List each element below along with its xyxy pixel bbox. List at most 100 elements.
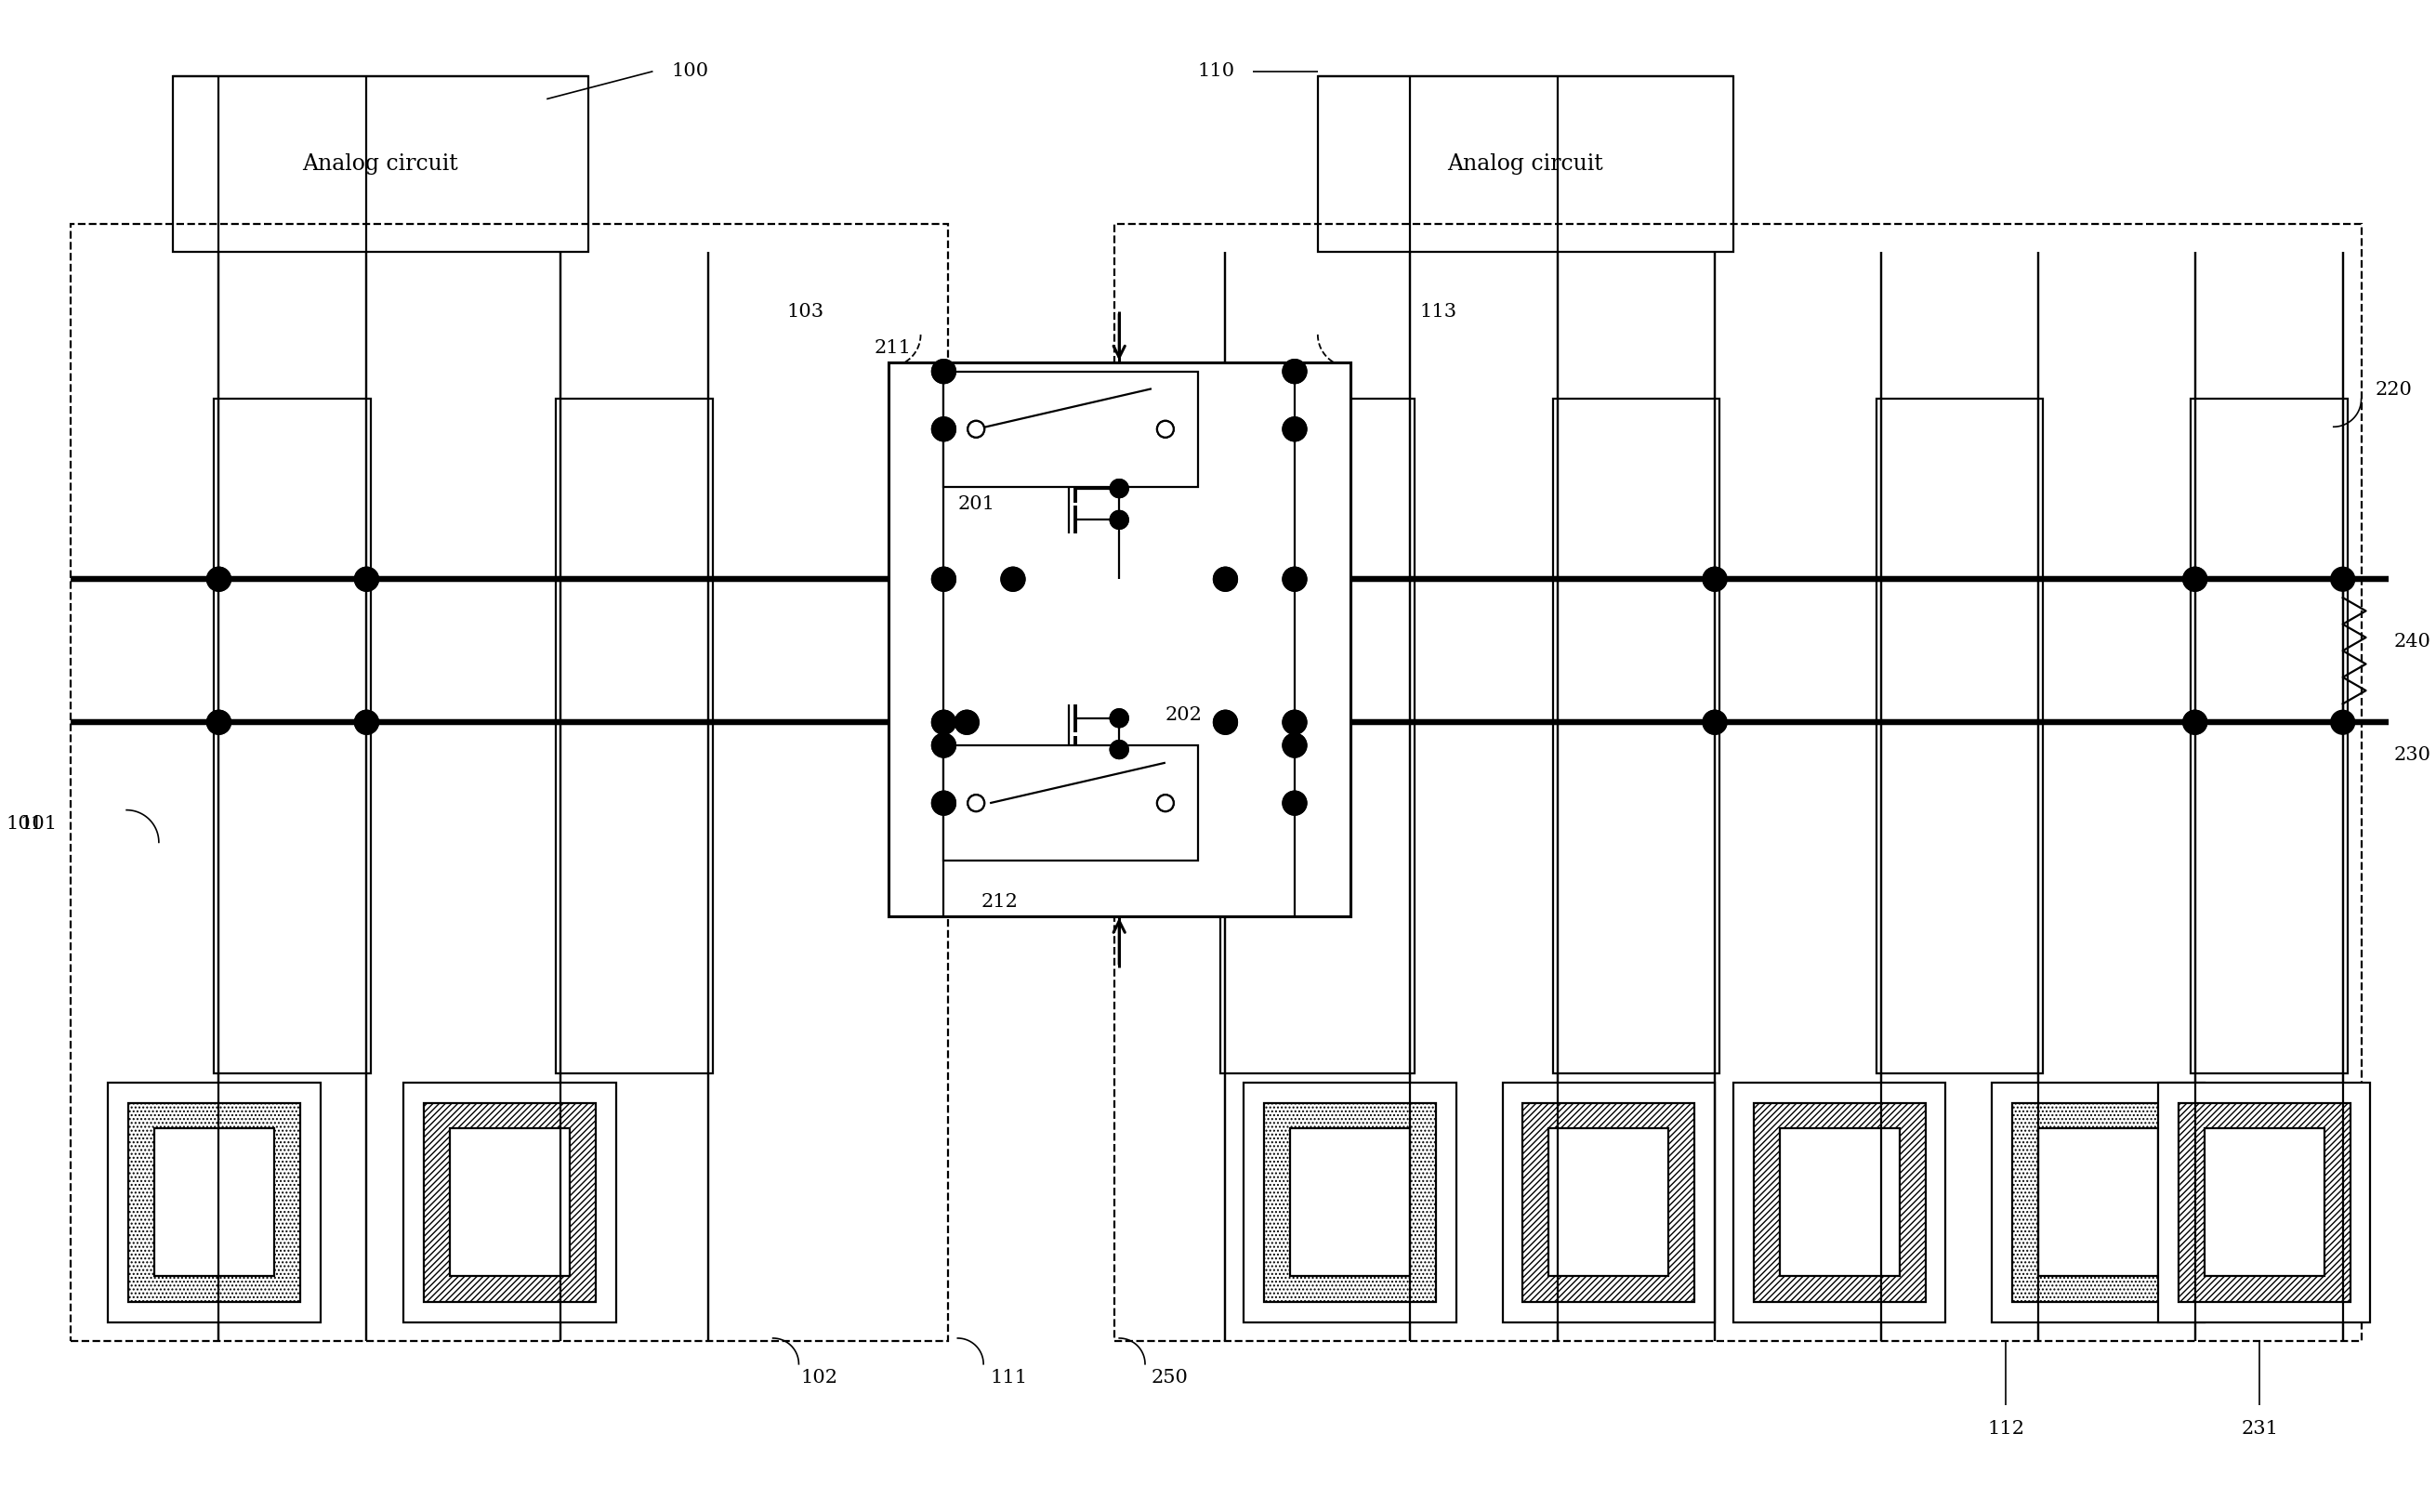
Bar <box>1291 1128 1410 1276</box>
Bar <box>1245 1083 1457 1323</box>
Text: 112: 112 <box>1988 1420 2024 1438</box>
Circle shape <box>1111 511 1128 529</box>
Bar <box>1264 1102 1435 1302</box>
Bar <box>2178 1102 2351 1302</box>
Circle shape <box>1284 733 1306 758</box>
Circle shape <box>1284 417 1306 442</box>
Bar <box>1554 399 1720 1074</box>
Circle shape <box>1157 420 1174 437</box>
Text: 103: 103 <box>787 302 823 321</box>
Bar <box>1220 399 1415 1074</box>
Circle shape <box>356 711 378 735</box>
Circle shape <box>1703 711 1727 735</box>
Circle shape <box>1213 567 1237 591</box>
Circle shape <box>2331 567 2356 591</box>
Circle shape <box>931 567 955 591</box>
Circle shape <box>356 567 378 591</box>
Circle shape <box>1213 567 1237 591</box>
Circle shape <box>1213 711 1237 735</box>
Text: Analog circuit: Analog circuit <box>302 153 458 174</box>
Bar <box>71 224 948 1341</box>
Bar <box>889 363 1350 916</box>
Bar <box>107 1083 322 1323</box>
Bar <box>1549 1128 1669 1276</box>
Bar <box>889 363 1350 916</box>
Circle shape <box>1111 741 1128 759</box>
Bar <box>555 399 714 1074</box>
Bar <box>1734 1083 1946 1323</box>
Circle shape <box>1111 741 1128 759</box>
Text: 201: 201 <box>957 496 994 513</box>
Circle shape <box>207 711 231 735</box>
Text: 111: 111 <box>989 1368 1028 1387</box>
Circle shape <box>931 417 955 442</box>
Circle shape <box>1001 567 1026 591</box>
Circle shape <box>931 791 955 815</box>
Bar <box>404 1083 616 1323</box>
Circle shape <box>931 733 955 758</box>
Circle shape <box>1284 360 1306 384</box>
Circle shape <box>356 711 378 735</box>
Bar <box>2039 1128 2158 1276</box>
Bar <box>153 1128 275 1276</box>
Circle shape <box>931 733 955 758</box>
Text: 202: 202 <box>1164 706 1203 724</box>
Circle shape <box>967 795 984 812</box>
Circle shape <box>356 567 378 591</box>
Circle shape <box>1703 567 1727 591</box>
Text: 101: 101 <box>7 815 44 833</box>
Circle shape <box>955 711 979 735</box>
Bar <box>2012 1102 2185 1302</box>
Circle shape <box>1001 567 1026 591</box>
Circle shape <box>931 791 955 815</box>
Text: 230: 230 <box>2395 745 2431 764</box>
Text: Analog circuit: Analog circuit <box>1447 153 1603 174</box>
Circle shape <box>955 711 979 735</box>
Bar <box>1318 76 1734 251</box>
Circle shape <box>1284 567 1306 591</box>
Circle shape <box>1284 711 1306 735</box>
Bar <box>1503 1083 1715 1323</box>
Bar <box>173 76 587 251</box>
Circle shape <box>1213 711 1237 735</box>
Bar <box>1522 1102 1695 1302</box>
Text: 100: 100 <box>672 62 709 80</box>
Text: 240: 240 <box>2395 632 2431 650</box>
Circle shape <box>1157 795 1174 812</box>
Bar <box>129 1102 300 1302</box>
Bar <box>424 1102 597 1302</box>
Bar <box>943 745 1199 860</box>
Circle shape <box>1284 733 1306 758</box>
Circle shape <box>1284 567 1306 591</box>
Circle shape <box>2331 711 2356 735</box>
Circle shape <box>2183 711 2207 735</box>
Text: 220: 220 <box>2375 381 2412 399</box>
Bar <box>1993 1083 2205 1323</box>
Circle shape <box>931 417 955 442</box>
Circle shape <box>2183 567 2207 591</box>
Bar <box>214 399 370 1074</box>
Circle shape <box>931 360 955 384</box>
Bar <box>2158 1083 2370 1323</box>
Circle shape <box>2183 711 2207 735</box>
Bar <box>943 745 1199 860</box>
Text: 101: 101 <box>19 815 56 833</box>
Circle shape <box>931 711 955 735</box>
Bar <box>2190 399 2348 1074</box>
Circle shape <box>2183 567 2207 591</box>
Bar <box>451 1128 570 1276</box>
Bar <box>2205 1128 2324 1276</box>
Text: 113: 113 <box>1420 302 1457 321</box>
Circle shape <box>1703 567 1727 591</box>
Text: 110: 110 <box>1199 62 1235 80</box>
Circle shape <box>931 567 955 591</box>
Circle shape <box>967 420 984 437</box>
Bar <box>943 372 1199 487</box>
Circle shape <box>1284 791 1306 815</box>
Circle shape <box>967 795 984 812</box>
Circle shape <box>1284 711 1306 735</box>
Circle shape <box>1111 479 1128 497</box>
Text: 211: 211 <box>875 340 911 357</box>
Text: 102: 102 <box>801 1368 838 1387</box>
Circle shape <box>1111 709 1128 727</box>
